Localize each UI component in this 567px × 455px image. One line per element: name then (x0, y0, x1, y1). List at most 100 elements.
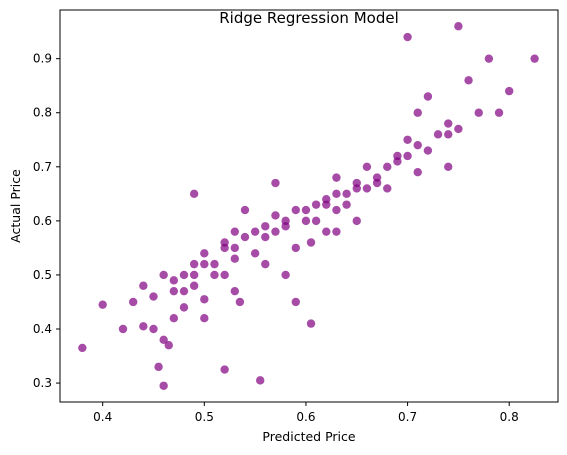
data-point (505, 86, 514, 96)
data-point (261, 232, 270, 242)
data-point (454, 124, 463, 134)
data-point (271, 211, 280, 220)
y-tick-label: 0.6 (33, 214, 52, 228)
data-point (230, 243, 240, 253)
data-point (484, 54, 494, 63)
data-point (210, 270, 219, 280)
data-point (189, 281, 199, 290)
data-point (98, 300, 107, 309)
data-point (149, 292, 158, 301)
y-axis-label: Actual Price (8, 169, 23, 243)
data-point (383, 162, 392, 171)
y-axis: 0.3 0.4 0.5 0.6 0.7 0.8 0.9 (33, 52, 60, 390)
data-point (372, 173, 382, 182)
data-point (413, 168, 422, 177)
plot-frame (59, 9, 559, 403)
data-point (271, 227, 280, 236)
data-point (362, 162, 372, 171)
data-point (149, 324, 158, 334)
data-point (291, 243, 300, 253)
data-point (220, 270, 229, 280)
y-tick-label: 0.7 (33, 160, 52, 174)
data-point (301, 216, 311, 226)
data-point (200, 295, 209, 304)
data-point (200, 249, 209, 258)
data-point (291, 205, 300, 215)
data-point (139, 281, 148, 290)
data-point (413, 108, 422, 117)
data-point (393, 157, 402, 166)
data-point (403, 151, 412, 161)
data-point (261, 259, 270, 269)
data-point (261, 222, 270, 231)
chart-title: Ridge Regression Model (219, 9, 398, 27)
x-axis-label: Predicted Price (262, 429, 355, 444)
data-point (200, 259, 209, 269)
data-point (169, 313, 179, 323)
data-point (240, 232, 250, 242)
data-point (235, 297, 245, 307)
data-point (159, 335, 168, 345)
y-tick-label: 0.4 (33, 322, 52, 336)
data-point (78, 343, 87, 353)
data-point (464, 76, 473, 85)
x-tick-label: 0.7 (398, 410, 417, 424)
data-point (530, 54, 539, 63)
data-point (179, 303, 189, 312)
data-point (342, 189, 351, 199)
data-point (322, 227, 331, 236)
data-point (423, 92, 433, 101)
x-tick-label: 0.5 (195, 410, 214, 424)
data-point (444, 130, 453, 139)
data-point (240, 205, 250, 215)
x-axis: 0.4 0.5 0.6 0.7 0.8 (93, 402, 519, 424)
data-point (164, 341, 173, 350)
data-point (271, 178, 280, 188)
y-tick-label: 0.9 (33, 52, 52, 66)
data-point (281, 222, 290, 231)
data-point (118, 324, 128, 334)
data-point (128, 297, 138, 307)
data-point (154, 362, 163, 372)
data-point (362, 184, 372, 193)
y-tick-label: 0.3 (33, 376, 52, 390)
data-point (311, 200, 321, 209)
x-tick-label: 0.6 (296, 410, 315, 424)
x-tick-label: 0.8 (500, 410, 519, 424)
data-point (403, 135, 412, 144)
data-point (230, 254, 240, 263)
data-point (444, 162, 453, 171)
data-point (413, 140, 422, 150)
data-point (311, 216, 321, 226)
data-point (433, 130, 443, 139)
data-point (189, 189, 199, 199)
data-point (352, 216, 361, 226)
data-point (301, 205, 311, 215)
data-point (230, 286, 240, 296)
data-point (281, 270, 290, 280)
x-tick-label: 0.4 (93, 410, 112, 424)
data-point (179, 286, 189, 296)
data-point (159, 381, 168, 390)
data-point (139, 322, 148, 331)
data-point (256, 376, 265, 385)
y-tick-label: 0.8 (33, 106, 52, 120)
data-point (179, 270, 189, 280)
data-point (342, 200, 351, 209)
data-point (200, 313, 209, 323)
data-point (291, 297, 300, 307)
data-point (210, 259, 219, 269)
data-point (423, 146, 433, 155)
data-point (189, 270, 199, 280)
data-point (383, 184, 392, 193)
data-point (494, 108, 504, 117)
data-point (159, 270, 168, 280)
data-point (306, 319, 316, 328)
data-point (169, 286, 179, 296)
data-point (220, 365, 229, 374)
data-point (189, 259, 199, 269)
data-point (474, 108, 483, 117)
data-point (332, 173, 341, 182)
